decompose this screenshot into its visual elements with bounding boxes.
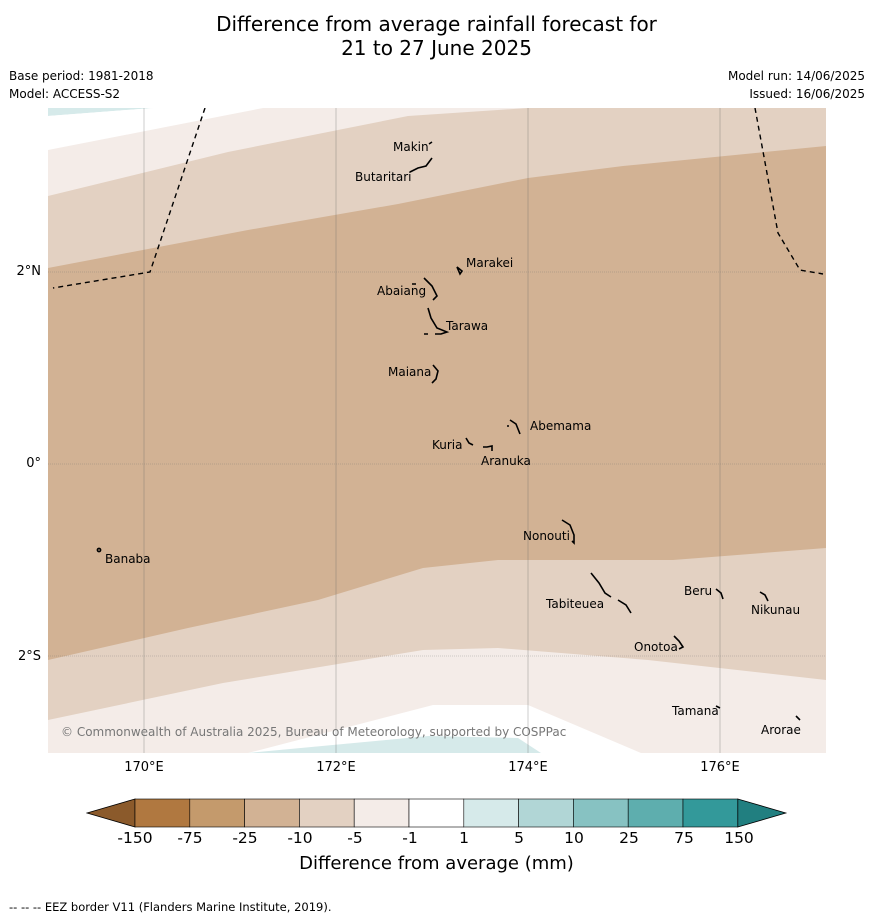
band-teal-bottom xyxy=(248,736,541,753)
label-tabiteuea: Tabiteuea xyxy=(545,597,604,611)
colorbar-segment xyxy=(189,798,245,828)
label-abaiang: Abaiang xyxy=(377,284,426,298)
island-outline-butaritari xyxy=(409,157,433,173)
colorbar-segment xyxy=(682,798,739,828)
colorbar-tick: 1 xyxy=(459,829,469,847)
island-outline-banaba xyxy=(96,547,102,553)
band-minus-10-to-minus-25 xyxy=(48,146,826,660)
colorbar-segment xyxy=(353,798,410,828)
graticule xyxy=(48,108,826,753)
lat-tick-2n: 2°N xyxy=(16,264,42,279)
label-nonouti: Nonouti xyxy=(523,529,570,543)
title-line-2: 21 to 27 June 2025 xyxy=(341,36,532,60)
map-title: Difference from average rainfall forecas… xyxy=(0,12,873,60)
lon-tick-174e: 174°E xyxy=(508,760,548,775)
label-arorae: Arorae xyxy=(761,723,801,737)
eez-legend-note: -- -- -- EEZ border V11 (Flanders Marine… xyxy=(9,900,332,914)
lon-tick-176e: 176°E xyxy=(700,760,740,775)
colorbar-segment xyxy=(463,798,519,828)
colorbar-tick: 75 xyxy=(674,829,694,847)
label-aranuka: Aranuka xyxy=(481,454,531,468)
label-onotoa: Onotoa xyxy=(634,640,678,654)
island-outline-nonouti xyxy=(561,519,575,545)
label-butaritari: Butaritari xyxy=(355,170,412,184)
island-outline-arorae xyxy=(795,715,801,721)
colorbar-segment xyxy=(134,798,191,828)
lon-tick-170e: 170°E xyxy=(124,760,164,775)
island-outline-abemama xyxy=(507,419,521,435)
colorbar-extend-high xyxy=(737,798,788,828)
model-run: Model run: 14/06/2025 xyxy=(727,69,865,83)
colorbar-segment xyxy=(244,798,300,828)
island-outline-tarawa xyxy=(424,307,450,335)
colorbar-segment xyxy=(573,798,629,828)
colorbar-tick: 10 xyxy=(564,829,584,847)
island-outline-tabiteuea xyxy=(590,572,632,614)
lon-tick-172e: 172°E xyxy=(316,760,356,775)
model-name: Model: ACCESS-S2 xyxy=(9,87,121,101)
label-banaba: Banaba xyxy=(105,552,151,566)
colorbar-tick: -1 xyxy=(402,829,418,847)
colorbar-tick: 5 xyxy=(514,829,524,847)
colorbar-tick: -25 xyxy=(232,829,258,847)
colorbar-tick: 25 xyxy=(619,829,639,847)
label-beru: Beru xyxy=(684,584,712,598)
island-outline-makin xyxy=(428,141,433,145)
label-tamana: Tamana xyxy=(671,704,719,718)
colorbar-extend-low xyxy=(86,798,136,828)
meta-right: Model run: 14/06/2025 Issued: 16/06/2025 xyxy=(728,67,865,103)
colorbar-tick: -150 xyxy=(117,829,153,847)
label-nikunau: Nikunau xyxy=(751,603,800,617)
island-outline-aranuka xyxy=(483,445,493,451)
lat-tick-2s: 2°S xyxy=(17,649,41,664)
island-outline-tamana xyxy=(715,705,721,709)
colorbar-tick: -75 xyxy=(177,829,203,847)
colorbar-tick: -5 xyxy=(347,829,363,847)
eez-border-west xyxy=(52,108,206,289)
rainfall-map: Makin Butaritari Marakei Abaiang Tarawa … xyxy=(48,108,826,753)
island-outline-maiana xyxy=(431,364,439,384)
colorbar-segment xyxy=(627,798,684,828)
label-marakei: Marakei xyxy=(466,256,513,270)
base-period: Base period: 1981-2018 xyxy=(9,69,154,83)
eez-border xyxy=(52,108,824,289)
island-outline-onotoa xyxy=(673,635,685,650)
label-kuria: Kuria xyxy=(432,438,463,452)
label-maiana: Maiana xyxy=(388,365,431,379)
colorbar-segments xyxy=(86,798,788,828)
band-white-top-left xyxy=(48,108,153,128)
colorbar-segment xyxy=(299,798,355,828)
island-outline-beru xyxy=(715,588,724,600)
issued-date: Issued: 16/06/2025 xyxy=(749,87,865,101)
meta-left: Base period: 1981-2018 Model: ACCESS-S2 xyxy=(9,67,154,103)
colorbar-tick: -10 xyxy=(287,829,313,847)
island-outline-abaiang xyxy=(412,277,438,301)
title-line-1: Difference from average rainfall forecas… xyxy=(216,12,657,36)
island-outline-marakei xyxy=(456,266,464,276)
island-outline-nikunau xyxy=(759,591,769,602)
colorbar-segment xyxy=(408,798,465,828)
colorbar-segment xyxy=(518,798,574,828)
label-makin: Makin xyxy=(393,140,429,154)
label-abemama: Abemama xyxy=(530,419,591,433)
lat-tick-0: 0° xyxy=(26,456,41,471)
copyright-notice: © Commonwealth of Australia 2025, Bureau… xyxy=(61,725,566,739)
eez-border-east xyxy=(754,108,824,275)
island-labels: Makin Butaritari Marakei Abaiang Tarawa … xyxy=(105,140,801,737)
colorbar-tick: 150 xyxy=(724,829,754,847)
colorbar-title: Difference from average (mm) xyxy=(299,853,574,874)
island-outline-kuria xyxy=(465,437,474,446)
island-outlines xyxy=(96,141,801,721)
colorbar xyxy=(86,798,788,828)
label-tarawa: Tarawa xyxy=(445,319,488,333)
